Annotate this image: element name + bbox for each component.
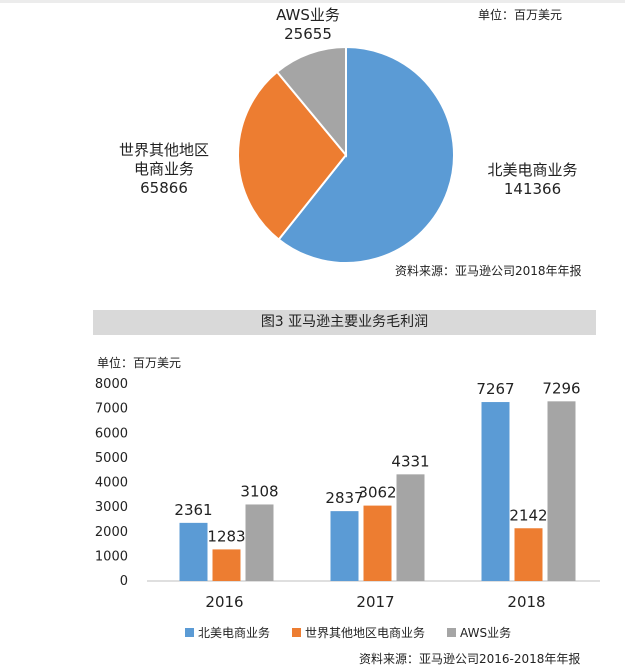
y-tick-label: 5000 [95, 451, 128, 466]
bar-value-aws: 3108 [240, 482, 278, 500]
pie-label-row: 世界其他地区 电商业务 65866 [104, 141, 224, 198]
bar-value-na: 2361 [174, 501, 212, 519]
pie-label-na-name: 北美电商业务 [487, 161, 578, 179]
y-tick-label: 7000 [95, 402, 128, 417]
pie-slice-na [277, 45, 455, 264]
bar-row [363, 505, 392, 581]
bar-value-row: 3062 [358, 484, 396, 502]
bar-row [514, 528, 543, 581]
bar-chart: 0 1000 2000 3000 4000 5000 6000 7000 8000 2016 201… [95, 377, 600, 611]
y-tick-label: 6000 [95, 426, 128, 441]
bar-value-row: 2142 [509, 506, 547, 524]
y-tick-label: 3000 [95, 500, 128, 515]
pie-label-row-name-2: 电商业务 [133, 160, 194, 178]
bar-na [330, 511, 359, 581]
pie-source-note: 资料来源：亚马逊公司2018年年报 [395, 264, 582, 278]
legend-item-row: 世界其他地区电商业务 [292, 624, 425, 641]
bar-value-row: 1283 [207, 527, 245, 545]
pie-label-na: 北美电商业务 141366 [470, 161, 595, 199]
bar-aws [547, 401, 576, 581]
y-tick-label: 1000 [95, 549, 128, 564]
x-tick-label: 2017 [356, 593, 394, 611]
pie-slice-row [237, 70, 348, 241]
bar-chart-title: 图3 亚马逊主要业务毛利润 [93, 310, 596, 335]
legend-swatch-row [292, 628, 302, 637]
bar-legend: 北美电商业务 世界其他地区电商业务 AWS业务 [185, 624, 533, 641]
x-tick-label: 2018 [507, 593, 545, 611]
legend-label-aws: AWS业务 [460, 626, 512, 640]
legend-label-na: 北美电商业务 [198, 626, 271, 640]
pie-label-row-name-1: 世界其他地区 [118, 141, 209, 159]
legend-label-row: 世界其他地区电商业务 [305, 626, 426, 640]
bar-na [481, 402, 510, 581]
y-tick-label: 4000 [95, 476, 128, 491]
bar-value-aws: 4331 [391, 452, 429, 470]
bar-aws [396, 474, 425, 581]
y-tick-label: 2000 [95, 525, 128, 540]
bar-value-aws: 7296 [542, 379, 580, 397]
legend-item-aws: AWS业务 [447, 624, 511, 641]
bar-row [212, 549, 241, 581]
y-tick-label: 0 [120, 574, 128, 589]
legend-item-na: 北美电商业务 [185, 624, 270, 641]
pie-label-row-value: 65866 [140, 179, 188, 197]
pie-unit-label: 单位：百万美元 [478, 8, 563, 22]
x-tick-label: 2016 [205, 593, 243, 611]
top-divider [0, 0, 625, 3]
legend-swatch-na [185, 628, 194, 637]
bar-source-note: 资料来源：亚马逊公司2016-2018年年报 [359, 652, 581, 666]
pie-label-na-value: 141366 [503, 180, 562, 198]
bar-aws [245, 504, 274, 581]
bar-value-na: 7267 [476, 380, 514, 398]
y-tick-label: 8000 [95, 377, 128, 392]
pie-label-aws-name: AWS业务 [276, 6, 340, 24]
bar-unit-label: 单位：百万美元 [97, 356, 182, 370]
pie-slice-aws [275, 45, 347, 158]
bar-na [179, 522, 208, 581]
pie-label-aws-value: 25655 [284, 25, 332, 43]
legend-swatch-aws [447, 628, 457, 637]
pie-chart [237, 45, 455, 264]
pie-label-aws: AWS业务 25655 [253, 6, 363, 44]
bar-value-na: 2837 [325, 489, 363, 507]
